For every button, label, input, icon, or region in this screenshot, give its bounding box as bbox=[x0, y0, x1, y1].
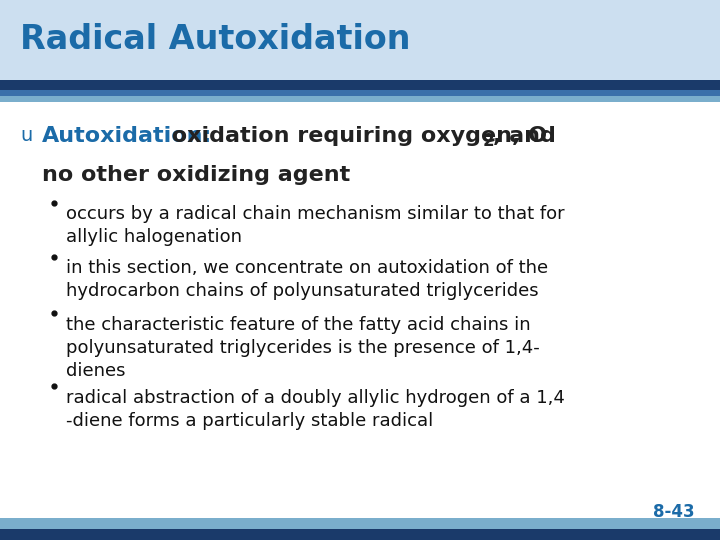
Bar bbox=[0, 0, 720, 80]
Text: Autoxidation:: Autoxidation: bbox=[42, 126, 212, 146]
Text: 2: 2 bbox=[483, 132, 495, 150]
Text: , and: , and bbox=[493, 126, 556, 146]
Bar bbox=[0, 80, 720, 90]
Text: in this section, we concentrate on autoxidation of the
hydrocarbon chains of pol: in this section, we concentrate on autox… bbox=[66, 259, 549, 300]
Bar bbox=[0, 529, 720, 540]
Text: occurs by a radical chain mechanism similar to that for
allylic halogenation: occurs by a radical chain mechanism simi… bbox=[66, 205, 565, 246]
Bar bbox=[0, 96, 720, 102]
Text: 8-43: 8-43 bbox=[653, 503, 695, 521]
Bar bbox=[0, 518, 720, 529]
Bar bbox=[0, 90, 720, 96]
Text: no other oxidizing agent: no other oxidizing agent bbox=[42, 165, 350, 185]
Text: u: u bbox=[20, 126, 32, 145]
Text: oxidation requiring oxygen, O: oxidation requiring oxygen, O bbox=[164, 126, 547, 146]
Text: the characteristic feature of the fatty acid chains in
polyunsaturated triglycer: the characteristic feature of the fatty … bbox=[66, 316, 540, 380]
Text: Radical Autoxidation: Radical Autoxidation bbox=[20, 23, 410, 57]
Text: radical abstraction of a doubly allylic hydrogen of a 1,4
-diene forms a particu: radical abstraction of a doubly allylic … bbox=[66, 389, 565, 430]
